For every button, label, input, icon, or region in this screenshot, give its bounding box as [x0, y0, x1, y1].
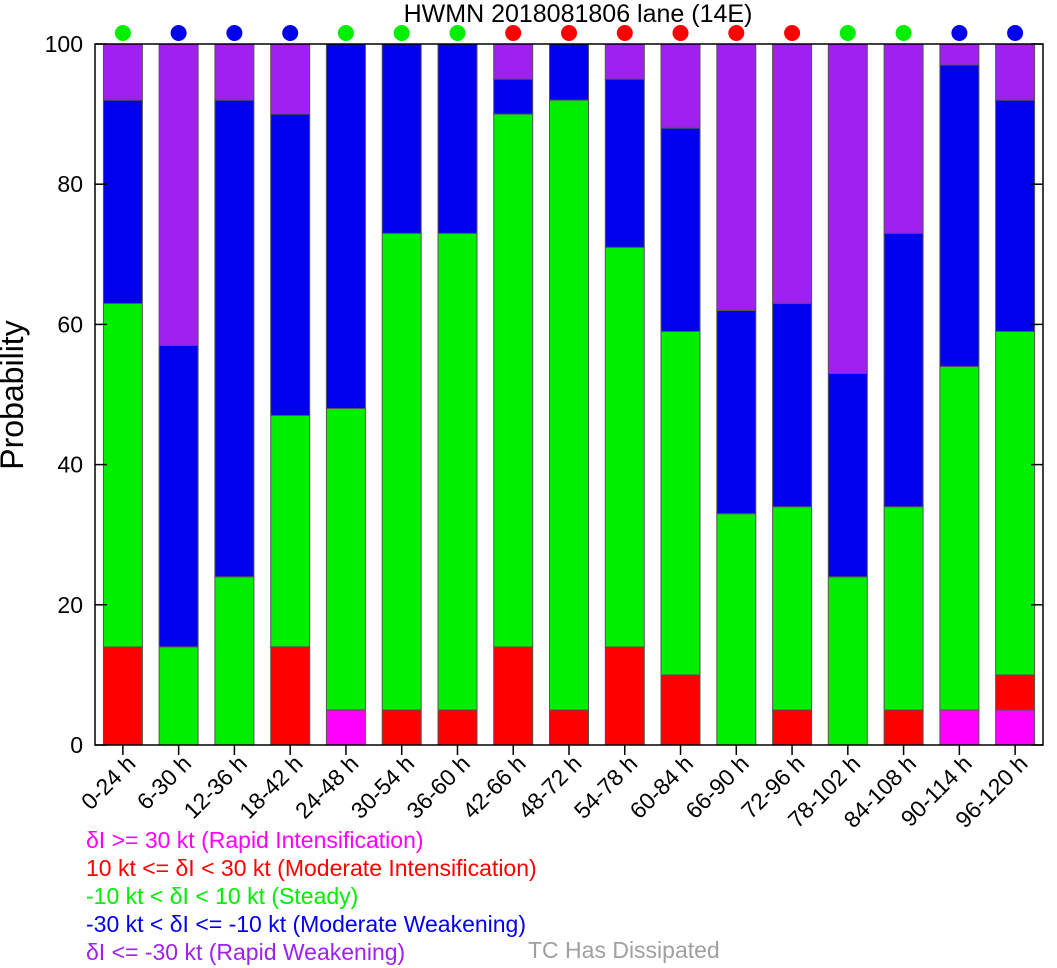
- bar-segment-moderate-weakening-18-42h: [270, 113, 311, 416]
- bar-segment-rapid-weakening-96-120h: [995, 43, 1036, 101]
- bar-segment-steady-6-30h: [158, 646, 199, 746]
- bar-segment-rapid-weakening-72-96h: [772, 43, 813, 304]
- bar-segment-steady-0-24h: [102, 302, 143, 648]
- bar-segment-moderate-weakening-12-36h: [214, 99, 255, 578]
- y-tick-label-60: 60: [57, 311, 83, 337]
- bar-segment-rapid-weakening-90-114h: [939, 43, 980, 66]
- bar-segment-moderate-intensification-18-42h: [270, 646, 311, 746]
- top-marker-90-114h: [951, 25, 968, 41]
- y-tick-label-0: 0: [70, 732, 83, 758]
- chart-title: HWMN 2018081806 lane (14E): [404, 0, 753, 28]
- top-marker-84-108h: [895, 25, 912, 41]
- bar-segment-rapid-weakening-42-66h: [493, 43, 534, 80]
- bar-segment-steady-84-108h: [883, 506, 924, 711]
- bar-segment-steady-96-120h: [995, 330, 1036, 676]
- bar-segment-rapid-weakening-0-24h: [102, 43, 143, 101]
- bar-segment-moderate-weakening-6-30h: [158, 344, 199, 648]
- bar-segment-steady-42-66h: [493, 113, 534, 648]
- top-marker-72-96h: [784, 25, 801, 41]
- bar-segment-moderate-weakening-36-60h: [437, 43, 478, 234]
- bar-segment-steady-54-78h: [604, 246, 645, 648]
- top-marker-78-102h: [839, 25, 856, 41]
- top-marker-36-60h: [449, 25, 466, 41]
- bar-segment-moderate-intensification-72-96h: [772, 709, 813, 746]
- bar-segment-steady-12-36h: [214, 576, 255, 746]
- legend-item-rapid-intensification: δI >= 30 kt (Rapid Intensification): [86, 827, 424, 853]
- bar-segment-steady-48-72h: [549, 99, 589, 711]
- bar-segment-rapid-intensification-90-114h: [939, 709, 980, 746]
- top-marker-54-78h: [616, 25, 633, 41]
- legend-item-moderate-weakening: -30 kt < δI <= -10 kt (Moderate Weakenin…: [86, 911, 527, 937]
- top-marker-12-36h: [226, 25, 243, 41]
- bar-segment-moderate-intensification-42-66h: [493, 646, 534, 746]
- bar-segment-moderate-weakening-0-24h: [102, 99, 143, 304]
- bar-segment-moderate-weakening-48-72h: [549, 43, 589, 101]
- legend: δI >= 30 kt (Rapid Intensification) 10 k…: [86, 826, 537, 966]
- bar-segment-moderate-weakening-78-102h: [827, 373, 868, 578]
- bar-segment-moderate-weakening-96-120h: [995, 99, 1036, 332]
- y-tick-label-80: 80: [57, 171, 83, 197]
- bar-segment-moderate-weakening-24-48h: [325, 43, 366, 409]
- bar-segment-moderate-intensification-30-54h: [381, 709, 422, 746]
- y-axis-label: Probability: [0, 320, 30, 469]
- top-marker-18-42h: [282, 25, 299, 41]
- legend-item-dissipated: TC Has Dissipated: [528, 937, 720, 963]
- top-marker-96-120h: [1007, 25, 1024, 41]
- bar-segment-rapid-intensification-96-120h: [995, 709, 1036, 746]
- bar-segment-rapid-weakening-18-42h: [270, 43, 311, 115]
- top-marker-42-66h: [505, 25, 522, 41]
- legend-item-rapid-weakening: δI <= -30 kt (Rapid Weakening): [86, 939, 406, 965]
- bar-segment-rapid-weakening-84-108h: [883, 43, 924, 234]
- top-marker-48-72h: [561, 25, 577, 41]
- bar-segment-steady-24-48h: [325, 408, 366, 711]
- bar-segment-moderate-weakening-72-96h: [772, 302, 813, 508]
- top-marker-66-90h: [728, 25, 745, 41]
- bar-segment-moderate-intensification-60-84h: [660, 674, 701, 746]
- bar-segment-rapid-weakening-78-102h: [827, 43, 868, 374]
- bar-segment-moderate-weakening-90-114h: [939, 64, 980, 367]
- bar-segment-moderate-weakening-84-108h: [883, 232, 924, 508]
- bar-segment-moderate-intensification-36-60h: [437, 709, 478, 746]
- bar-segment-rapid-weakening-6-30h: [158, 43, 199, 346]
- x-tick-label-0-24h: 0-24 h: [76, 750, 141, 815]
- bar-segment-moderate-weakening-54-78h: [604, 78, 645, 248]
- bar-segment-rapid-intensification-24-48h: [325, 709, 366, 746]
- y-tick-label-100: 100: [45, 31, 83, 57]
- bar-segment-steady-60-84h: [660, 330, 701, 676]
- bar-segment-rapid-weakening-60-84h: [660, 43, 701, 129]
- legend-item-moderate-intensification: 10 kt <= δI < 30 kt (Moderate Intensific…: [86, 855, 537, 881]
- bar-segment-moderate-intensification-0-24h: [102, 646, 143, 746]
- bar-segment-rapid-weakening-66-90h: [716, 43, 757, 311]
- bar-segment-steady-36-60h: [437, 232, 478, 711]
- top-markers: [114, 25, 1024, 41]
- bar-segment-rapid-weakening-12-36h: [214, 43, 255, 101]
- top-marker-30-54h: [393, 25, 410, 41]
- bar-segment-steady-66-90h: [716, 513, 757, 746]
- bar-segment-steady-30-54h: [381, 232, 422, 711]
- bar-segment-moderate-weakening-30-54h: [381, 43, 422, 234]
- top-marker-24-48h: [337, 25, 354, 41]
- y-tick-label-20: 20: [57, 592, 83, 618]
- legend-item-steady: -10 kt < δI < 10 kt (Steady): [86, 883, 359, 909]
- top-marker-0-24h: [114, 25, 131, 41]
- bars-layer: [102, 43, 1036, 746]
- bar-segment-moderate-weakening-42-66h: [493, 78, 534, 115]
- bar-segment-moderate-weakening-66-90h: [716, 309, 757, 515]
- bar-segment-rapid-weakening-54-78h: [604, 43, 645, 80]
- bar-segment-moderate-intensification-54-78h: [604, 646, 645, 746]
- bar-segment-moderate-weakening-60-84h: [660, 127, 701, 332]
- bar-segment-moderate-intensification-96-120h: [995, 674, 1036, 711]
- bar-segment-moderate-intensification-48-72h: [549, 709, 589, 746]
- top-marker-60-84h: [672, 25, 689, 41]
- bar-segment-steady-18-42h: [270, 415, 311, 648]
- y-tick-label-40: 40: [57, 452, 83, 478]
- top-marker-6-30h: [170, 25, 187, 41]
- bar-segment-steady-78-102h: [827, 576, 868, 746]
- bar-segment-moderate-intensification-84-108h: [883, 709, 924, 746]
- bar-segment-steady-90-114h: [939, 366, 980, 711]
- bar-segment-steady-72-96h: [772, 506, 813, 711]
